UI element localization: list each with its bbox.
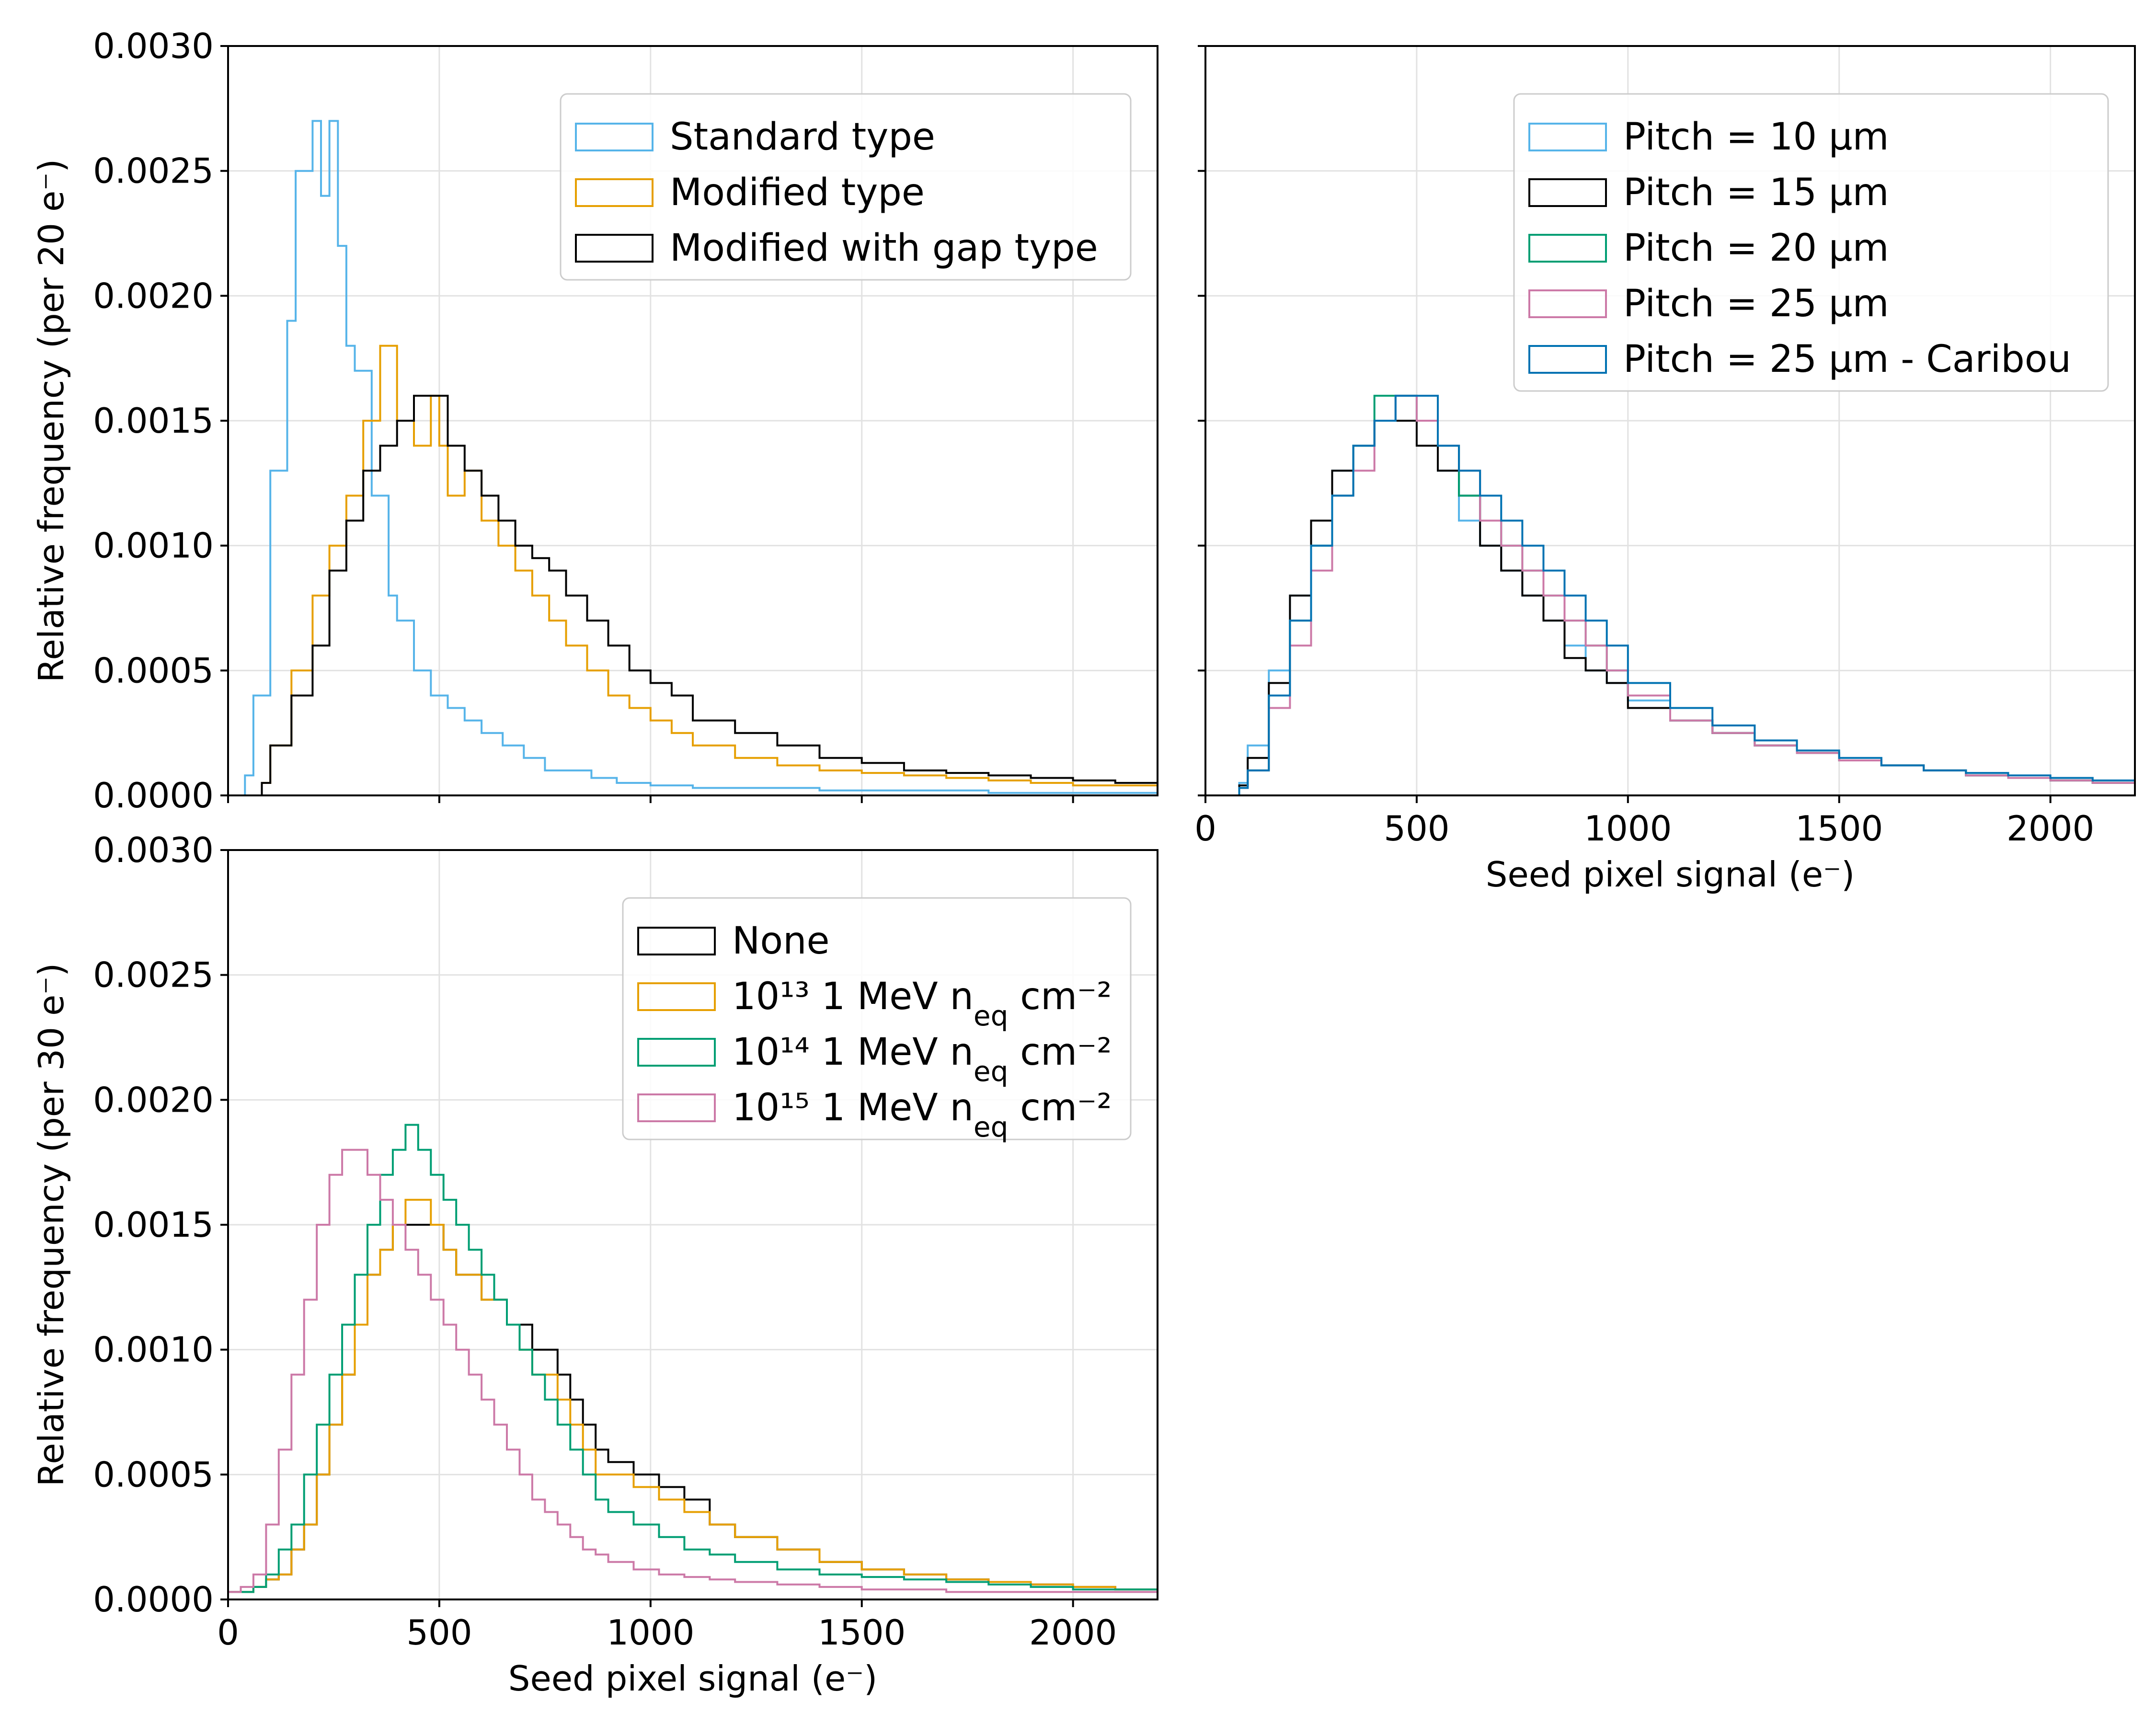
legend-swatch xyxy=(1528,178,1607,207)
x-tick-label: 500 xyxy=(1384,808,1449,849)
legend-item: 10¹⁵ 1 MeV neq cm⁻² xyxy=(637,1086,1112,1143)
y-tick-label: 0.0000 xyxy=(93,775,214,816)
series-line-4 xyxy=(227,1149,1158,1599)
plot-frame xyxy=(227,849,1158,1600)
legend-swatch xyxy=(1528,234,1607,263)
y-tick-label: 0.0025 xyxy=(93,151,214,191)
ticks: 0 500 1000 1500 2000 xyxy=(1194,45,2094,849)
legend-label: None xyxy=(732,920,830,963)
legend-label: Pitch = 15 μm xyxy=(1623,171,1889,214)
legend-item: Pitch = 15 μm xyxy=(1528,171,1889,214)
plot-frame xyxy=(227,45,1158,796)
panel-2: 0 500 1000 1500 2000 Seed pixel signal (e⁻) Pi… xyxy=(1194,45,2136,895)
legend-item: Pitch = 25 μm xyxy=(1528,282,1889,325)
legend-swatch xyxy=(637,1038,716,1067)
legend-item: None xyxy=(637,920,830,963)
legend-label: 10¹⁴ 1 MeV neq cm⁻² xyxy=(732,1031,1112,1088)
y-axis-label: Relative frequency (per 30 e⁻) xyxy=(31,963,71,1487)
legend-item: Modified with gap type xyxy=(575,227,1098,270)
legend: Pitch = 10 μm Pitch = 15 μm Pitch = 20 μm P… xyxy=(1513,93,2109,392)
series-line-5 xyxy=(1238,394,2135,795)
x-tick-label: 1000 xyxy=(607,1612,694,1653)
legend-label: Standard type xyxy=(670,115,935,159)
legend-swatch xyxy=(575,234,654,263)
y-tick-label: 0.0005 xyxy=(93,1454,214,1495)
x-axis-label: Seed pixel signal (e⁻) xyxy=(508,1658,878,1699)
series-line-2 xyxy=(1238,420,2135,795)
legend-item: Pitch = 10 μm xyxy=(1528,115,1889,159)
legend-box xyxy=(560,93,1132,281)
ticks: 0.0000 0.0005 0.0010 0.0015 0.0020 0.0025 0.00… xyxy=(93,26,1074,816)
legend-label: Pitch = 25 μm - Caribou xyxy=(1623,338,2071,381)
legend-label: 10¹⁵ 1 MeV neq cm⁻² xyxy=(732,1086,1112,1143)
y-tick-label: 0.0025 xyxy=(93,955,214,995)
series-group xyxy=(244,120,1158,795)
legend-swatch xyxy=(575,123,654,151)
legend-item: Standard type xyxy=(575,115,935,159)
y-tick-label: 0.0030 xyxy=(93,26,214,66)
legend-item: Pitch = 25 μm - Caribou xyxy=(1528,338,2071,381)
y-tick-label: 0.0015 xyxy=(93,1205,214,1245)
series-line-2 xyxy=(261,345,1158,795)
x-tick-label: 1000 xyxy=(1584,808,1672,849)
series-line-3 xyxy=(261,394,1158,795)
legend-label: Modified type xyxy=(670,171,925,214)
y-tick-label: 0.0020 xyxy=(93,1080,214,1120)
legend-box xyxy=(1513,93,2109,392)
legend-swatch xyxy=(637,927,716,955)
legend-swatch xyxy=(637,982,716,1011)
series-group xyxy=(227,1124,1158,1599)
legend-label: 10¹³ 1 MeV neq cm⁻² xyxy=(732,975,1112,1032)
x-tick-label: 2000 xyxy=(1029,1612,1117,1653)
legend-item: Modified type xyxy=(575,171,925,214)
y-tick-label: 0.0020 xyxy=(93,276,214,316)
legend-label: Pitch = 10 μm xyxy=(1623,115,1889,159)
x-tick-label: 1500 xyxy=(1795,808,1883,849)
legend-swatch xyxy=(575,178,654,207)
legend-swatch xyxy=(1528,289,1607,318)
legend-item: 10¹⁴ 1 MeV neq cm⁻² xyxy=(637,1031,1112,1088)
y-tick-label: 0.0005 xyxy=(93,650,214,690)
x-tick-label: 1500 xyxy=(818,1612,906,1653)
y-tick-label: 0.0010 xyxy=(93,526,214,566)
plot-frame xyxy=(1204,45,2136,796)
x-tick-label: 0 xyxy=(217,1612,239,1653)
x-tick-label: 0 xyxy=(1194,808,1216,849)
legend-label: Pitch = 25 μm xyxy=(1623,282,1889,325)
series-line-1 xyxy=(244,120,1158,795)
panel-3: 0 500 1000 1500 2000 0.0000 0.0005 0.0010 0.0015… xyxy=(31,830,1158,1699)
y-axis-label: Relative frequency (per 20 e⁻) xyxy=(31,159,71,683)
legend-label: Modified with gap type xyxy=(670,227,1098,270)
legend: Standard type Modified type Modified with … xyxy=(560,93,1132,281)
x-tick-label: 500 xyxy=(406,1612,472,1653)
x-tick-label: 2000 xyxy=(2007,808,2094,849)
y-tick-label: 0.0010 xyxy=(93,1330,214,1370)
x-axis-label: Seed pixel signal (e⁻) xyxy=(1486,854,1855,895)
legend-item: Pitch = 20 μm xyxy=(1528,227,1889,270)
panel-1: 0.0000 0.0005 0.0010 0.0015 0.0020 0.0025 0.00… xyxy=(31,26,1158,816)
legend-label: Pitch = 20 μm xyxy=(1623,227,1889,270)
y-tick-label: 0.0000 xyxy=(93,1579,214,1620)
series-line-3 xyxy=(227,1124,1158,1599)
legend-box xyxy=(622,897,1132,1140)
legend-swatch xyxy=(1528,345,1607,374)
legend-swatch xyxy=(637,1093,716,1122)
y-tick-label: 0.0015 xyxy=(93,401,214,441)
legend-item: 10¹³ 1 MeV neq cm⁻² xyxy=(637,975,1112,1032)
series-group xyxy=(1238,394,2135,795)
ticks: 0 500 1000 1500 2000 0.0000 0.0005 0.0010 0.0015… xyxy=(93,830,1117,1653)
legend-swatch xyxy=(1528,123,1607,151)
y-tick-label: 0.0030 xyxy=(93,830,214,870)
series-line-4 xyxy=(1238,394,2135,795)
